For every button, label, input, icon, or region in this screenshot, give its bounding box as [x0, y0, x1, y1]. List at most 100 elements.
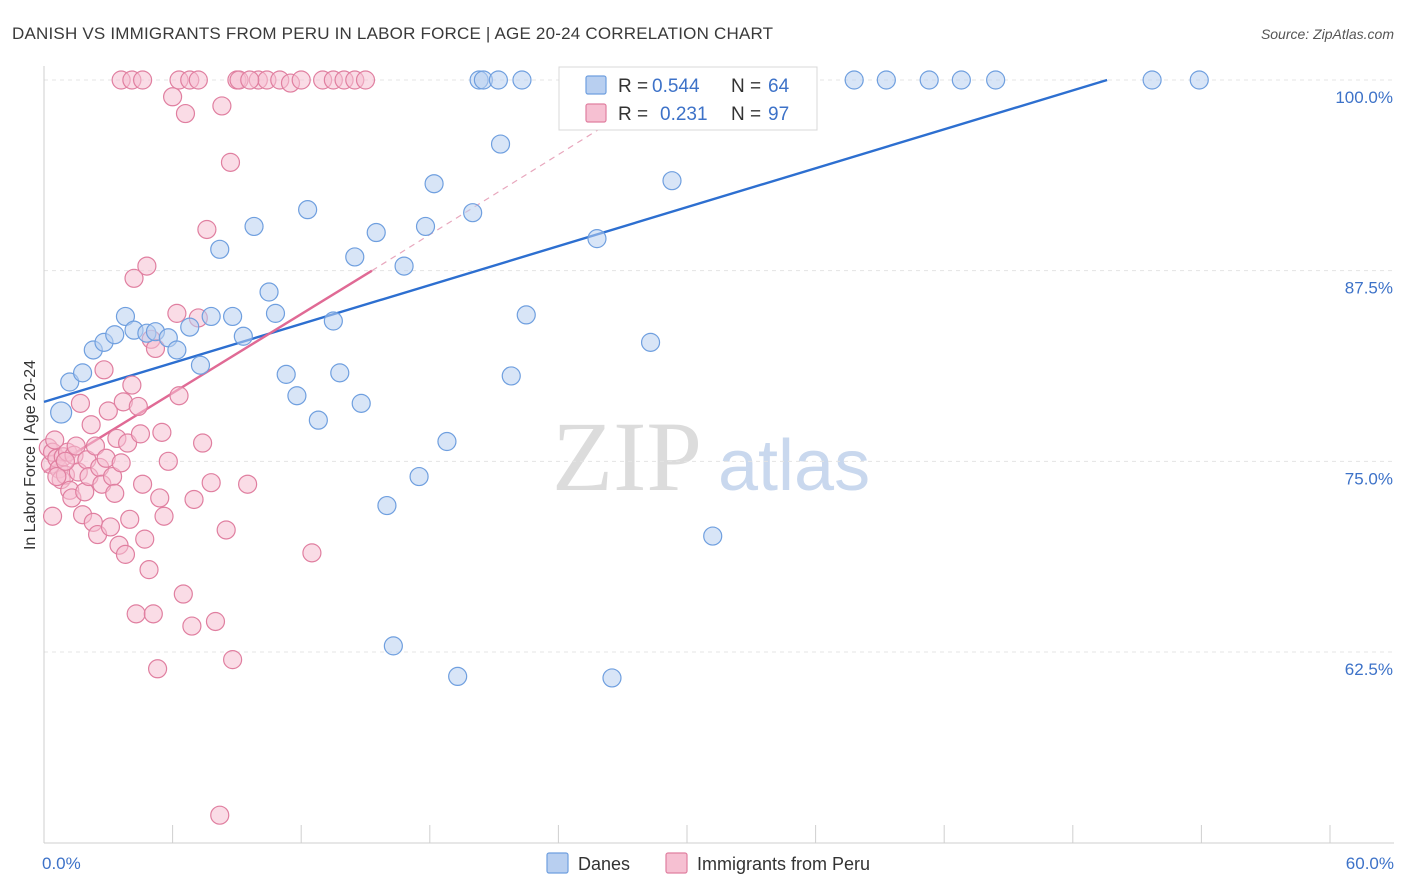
point-peru-80: [291, 70, 311, 90]
point-peru-69: [210, 805, 230, 825]
point-peru-32: [105, 483, 125, 503]
point-peru-71: [216, 520, 236, 540]
point-danes-45: [516, 305, 536, 325]
point-peru-43: [128, 396, 148, 417]
point-peru-37: [115, 544, 136, 564]
point-danes-63: [1189, 70, 1209, 90]
point-peru-89: [132, 70, 153, 90]
point-peru-41: [124, 268, 144, 288]
point-danes-48: [587, 229, 607, 249]
point-danes-34: [415, 216, 436, 237]
point-peru-94: [240, 70, 260, 90]
point-peru-92: [188, 70, 208, 90]
point-peru-67: [201, 473, 221, 493]
point-danes-15: [210, 239, 230, 259]
point-danes-57: [844, 70, 864, 90]
point-danes-31: [383, 636, 403, 656]
point-danes-12: [180, 317, 200, 337]
point-danes-42: [490, 134, 511, 154]
point-danes-58: [876, 70, 896, 90]
legend-n-value-peru: 97: [768, 104, 789, 125]
point-peru-70: [212, 96, 232, 116]
legend-r-label-peru: R =: [618, 104, 648, 125]
chart-source: Source: ZipAtlas.com: [1261, 26, 1394, 42]
point-peru-35: [111, 453, 131, 473]
point-danes-60: [951, 70, 971, 90]
point-danes-36: [437, 431, 457, 452]
bottom-legend-label-peru: Immigrants from Peru: [697, 854, 870, 874]
chart-title: DANISH VS IMMIGRANTS FROM PERU IN LABOR …: [12, 24, 773, 43]
y-tick-labels: 62.5% 75.0% 87.5% 100.0%: [1335, 88, 1393, 679]
bottom-legend: Danes Immigrants from Peru: [546, 852, 870, 874]
point-peru-16: [70, 393, 91, 413]
point-peru-68: [205, 611, 226, 632]
point-danes-33: [409, 466, 429, 487]
point-danes-18: [244, 216, 264, 237]
point-peru-65: [193, 433, 213, 453]
point-peru-42: [126, 604, 146, 624]
trend-line-peru-extension: [371, 120, 613, 272]
point-danes-21: [276, 364, 296, 384]
point-peru-39: [120, 509, 140, 529]
point-peru-52: [147, 659, 168, 679]
point-peru-21: [81, 415, 101, 435]
point-danes-0: [50, 401, 73, 424]
point-peru-14: [66, 436, 86, 456]
point-danes-61: [986, 70, 1006, 90]
point-danes-26: [330, 363, 350, 383]
point-peru-61: [175, 103, 196, 124]
point-danes-16: [223, 306, 243, 327]
watermark-zip: ZIP: [552, 401, 702, 512]
point-peru-30: [100, 517, 121, 537]
point-peru-58: [167, 303, 187, 323]
point-peru-27: [94, 360, 114, 380]
y-tick-label-1: 75.0%: [1345, 469, 1393, 488]
point-peru-29: [98, 401, 118, 421]
point-peru-66: [197, 219, 217, 240]
point-danes-59: [919, 70, 939, 90]
legend-swatch-danes: [585, 75, 607, 95]
point-peru-75: [238, 474, 258, 494]
point-danes-28: [351, 393, 371, 413]
point-danes-32: [394, 256, 414, 276]
point-danes-20: [265, 303, 286, 323]
point-peru-56: [158, 451, 178, 471]
point-danes-11: [167, 340, 187, 360]
legend-swatch-peru: [585, 103, 607, 123]
point-peru-72: [220, 152, 241, 172]
point-danes-29: [366, 222, 386, 243]
point-danes-13: [190, 355, 211, 375]
point-danes-62: [1142, 70, 1162, 90]
point-peru-86: [355, 70, 376, 90]
point-peru-81: [302, 543, 322, 563]
point-peru-45: [132, 474, 153, 494]
point-danes-35: [424, 174, 444, 194]
point-danes-6: [115, 306, 136, 327]
point-danes-51: [640, 332, 661, 352]
point-peru-95: [47, 466, 67, 487]
bottom-legend-swatch-peru: [665, 852, 688, 874]
point-peru-6: [42, 506, 63, 526]
point-peru-57: [163, 87, 183, 107]
y-tick-label-3: 100.0%: [1335, 88, 1393, 107]
point-peru-40: [122, 375, 142, 395]
x-tick-label-right: 60.0%: [1346, 854, 1394, 873]
point-danes-17: [233, 326, 253, 346]
point-danes-22: [287, 386, 307, 406]
point-danes-14: [201, 306, 221, 327]
watermark: ZIP atlas: [552, 401, 870, 512]
point-danes-27: [345, 247, 365, 267]
point-peru-54: [152, 422, 172, 442]
legend-n-label-danes: N =: [731, 76, 761, 97]
bottom-legend-label-danes: Danes: [578, 854, 630, 874]
point-danes-43: [501, 366, 521, 386]
point-danes-49: [602, 668, 622, 688]
point-peru-47: [137, 256, 157, 276]
point-danes-30: [377, 495, 397, 516]
point-peru-59: [169, 386, 189, 406]
point-danes-38: [463, 203, 483, 223]
point-danes-24: [308, 410, 328, 430]
point-peru-53: [150, 488, 170, 508]
point-peru-60: [173, 584, 193, 604]
point-peru-50: [143, 604, 163, 624]
